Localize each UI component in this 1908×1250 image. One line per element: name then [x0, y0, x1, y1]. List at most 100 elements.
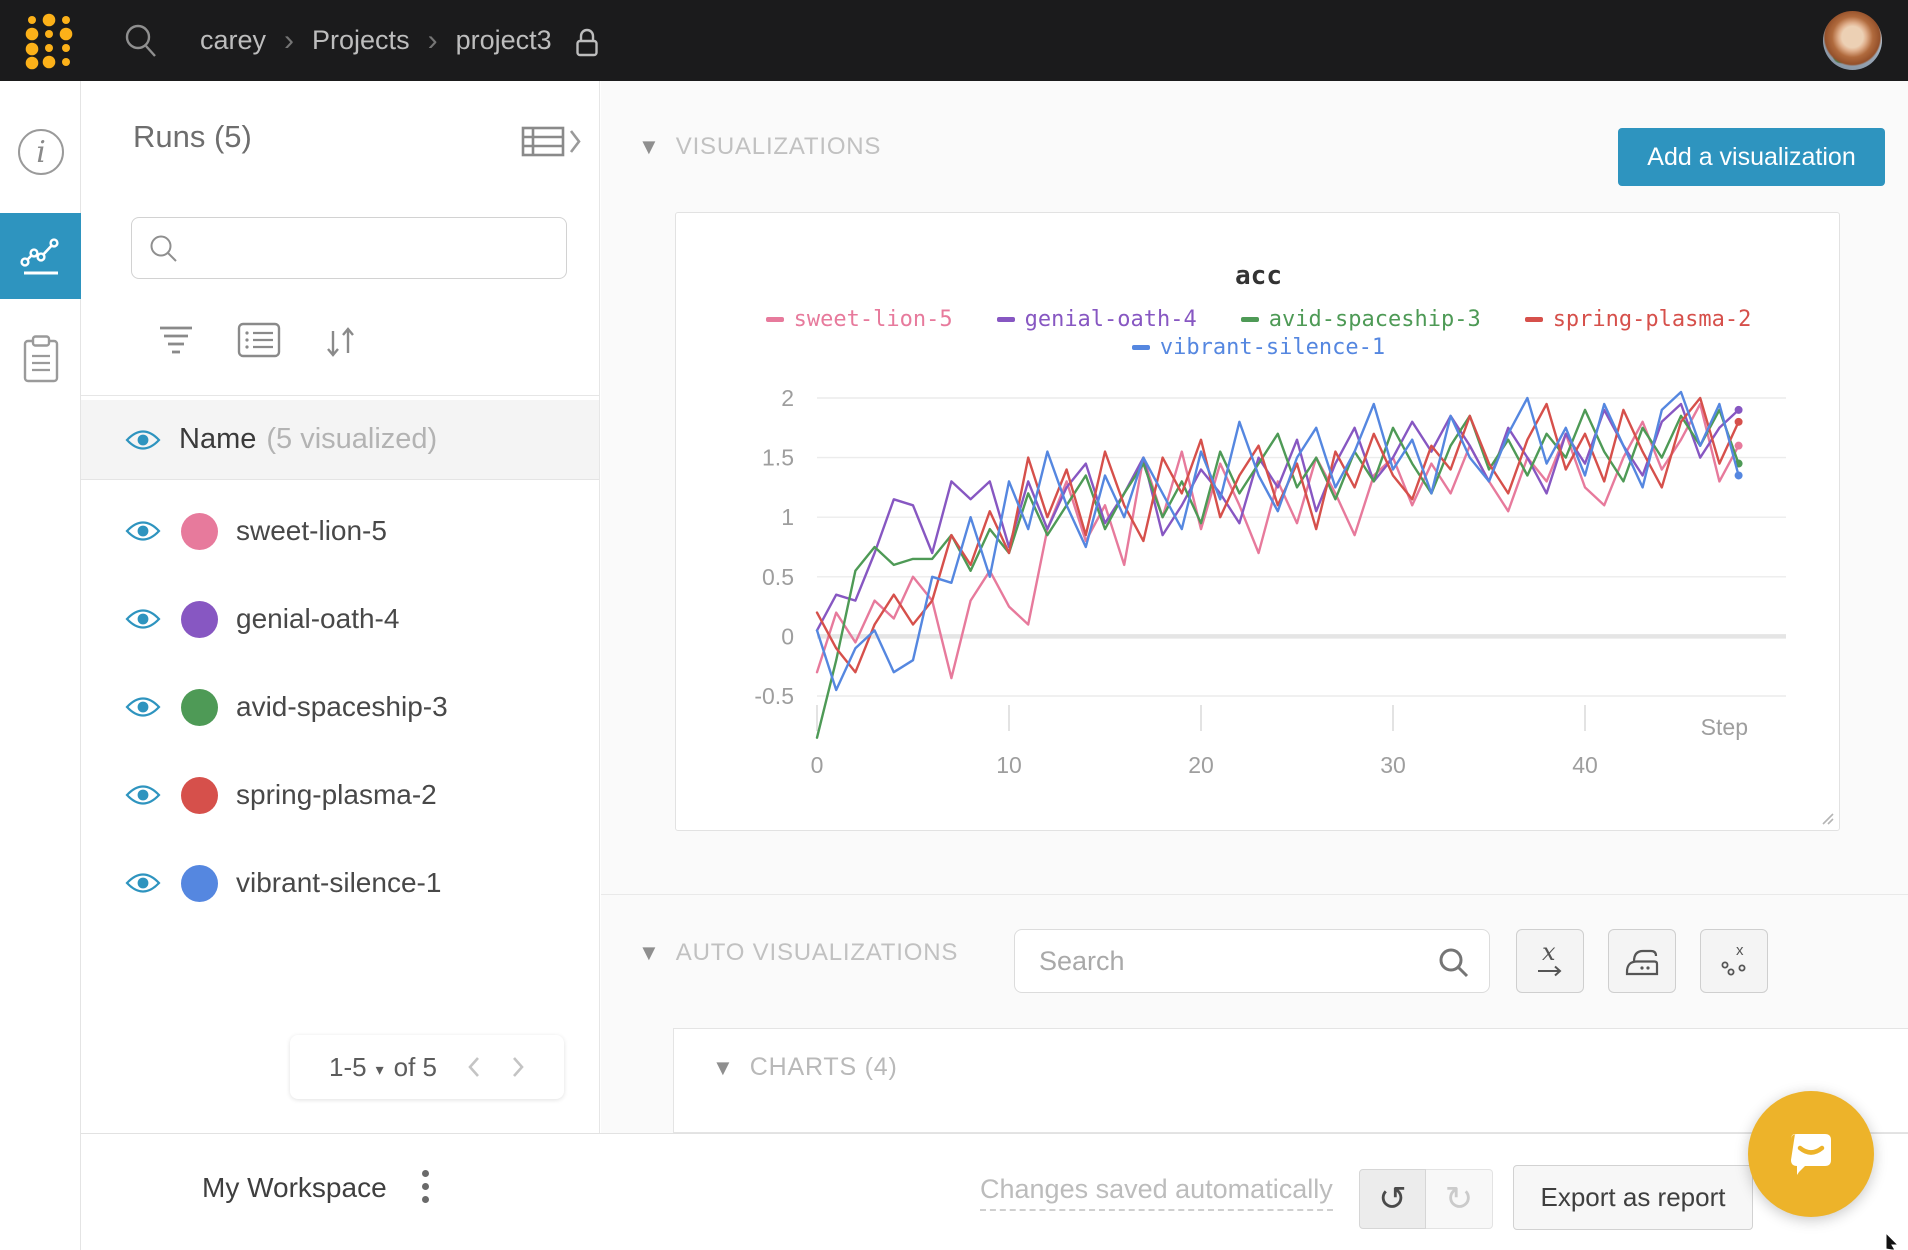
run-row[interactable]: avid-spaceship-3	[81, 663, 599, 751]
legend-swatch	[1131, 345, 1150, 350]
run-name-label[interactable]: avid-spaceship-3	[236, 691, 448, 722]
runs-search-box	[131, 217, 567, 279]
eye-visible-icon[interactable]	[125, 519, 161, 543]
page-range-label[interactable]: 1-5	[329, 1051, 367, 1082]
private-lock-icon	[575, 28, 598, 56]
run-name-label[interactable]: spring-plasma-2	[236, 779, 437, 810]
eye-visible-icon[interactable]	[125, 783, 161, 807]
redo-button[interactable]: ↻	[1426, 1169, 1493, 1229]
chat-bubble-icon	[1791, 1134, 1831, 1175]
run-name-label[interactable]: vibrant-silence-1	[236, 867, 442, 898]
panel-resize-handle-icon[interactable]	[1819, 810, 1835, 826]
svg-text:10: 10	[996, 752, 1022, 778]
nav-notes-button[interactable]	[0, 317, 81, 403]
info-icon: i	[17, 129, 64, 175]
clipboard-icon	[23, 335, 58, 383]
runs-sidebar: Runs (5)	[81, 81, 600, 1133]
run-color-dot	[181, 512, 218, 550]
x-axis-settings-button[interactable]: x	[1516, 929, 1584, 993]
svg-text:1: 1	[781, 504, 794, 530]
run-color-dot	[181, 776, 218, 814]
run-row[interactable]: sweet-lion-5	[81, 487, 599, 575]
add-visualization-button[interactable]: Add a visualization	[1618, 128, 1885, 186]
user-avatar[interactable]	[1823, 11, 1882, 70]
expand-table-icon[interactable]	[515, 121, 585, 161]
page-total-label: of 5	[393, 1051, 437, 1082]
svg-text:x: x	[1736, 942, 1744, 959]
global-search-icon[interactable]	[122, 22, 160, 60]
workspace-title[interactable]: My Workspace	[202, 1172, 387, 1203]
nav-overview-button[interactable]: i	[0, 109, 81, 195]
undo-button[interactable]: ↺	[1359, 1169, 1426, 1229]
breadcrumb-user[interactable]: carey	[200, 25, 267, 55]
workspace-menu-kebab-icon[interactable]	[415, 1170, 435, 1203]
legend-item[interactable]: spring-plasma-2	[1524, 307, 1751, 332]
acc-line-chart: 2 1.5 1 0.5 0 -0.5 0 10 20 30 40 Step	[754, 385, 1786, 778]
chart-legend-row: vibrant-silence-1	[676, 335, 1841, 360]
run-row[interactable]: spring-plasma-2	[81, 751, 599, 839]
legend-item[interactable]: genial-oath-4	[996, 307, 1197, 332]
svg-text:0.5: 0.5	[762, 564, 794, 590]
breadcrumb-project-name[interactable]: project3	[455, 25, 552, 55]
auto-visualizations-section-toggle[interactable]: ▼ AUTO VISUALIZATIONS	[638, 939, 958, 967]
eye-visible-icon[interactable]	[125, 871, 161, 895]
eye-visible-icon[interactable]	[125, 607, 161, 631]
run-row[interactable]: vibrant-silence-1	[81, 839, 599, 927]
sort-icon[interactable]	[324, 321, 358, 363]
outliers-button[interactable]: x	[1700, 929, 1768, 993]
breadcrumb: carey › Projects › project3	[200, 0, 600, 81]
legend-item[interactable]: sweet-lion-5	[765, 307, 953, 332]
nav-workspace-button-active[interactable]	[0, 213, 81, 299]
run-row[interactable]: genial-oath-4	[81, 575, 599, 663]
visualizations-section-toggle[interactable]: ▼ VISUALIZATIONS	[638, 133, 881, 161]
eye-visible-icon[interactable]	[125, 695, 161, 719]
smoothing-button[interactable]	[1608, 929, 1676, 993]
svg-text:Step: Step	[1701, 714, 1748, 740]
breadcrumb-separator: ›	[284, 23, 295, 57]
eye-visible-icon[interactable]	[125, 428, 161, 452]
runs-toolbar	[81, 309, 600, 379]
legend-item[interactable]: avid-spaceship-3	[1240, 307, 1481, 332]
acc-chart-panel[interactable]: acc sweet-lion-5 genial-oath-4 avid-spac…	[675, 212, 1840, 831]
filter-icon[interactable]	[153, 321, 199, 361]
divider	[601, 894, 1908, 895]
page-size-caret-icon[interactable]: ▾	[375, 1062, 384, 1079]
runs-pagination: 1-5 ▾ of 5	[290, 1035, 564, 1099]
auto-visualizations-header: AUTO VISUALIZATIONS	[675, 939, 959, 966]
legend-item[interactable]: vibrant-silence-1	[1131, 335, 1385, 360]
x-axis-icon: x	[1538, 940, 1562, 977]
wandb-logo-icon[interactable]	[24, 12, 74, 70]
charts-header: CHARTS (4)	[749, 1053, 898, 1081]
collapse-caret-icon: ▼	[712, 1054, 734, 1080]
svg-text:30: 30	[1380, 752, 1406, 778]
run-name-label[interactable]: sweet-lion-5	[236, 515, 387, 546]
autoviz-search-box	[1014, 929, 1490, 993]
run-name-label[interactable]: genial-oath-4	[236, 603, 400, 634]
breadcrumb-projects[interactable]: Projects	[312, 25, 410, 55]
prev-page-icon[interactable]	[467, 1056, 481, 1078]
run-color-dot	[181, 688, 218, 726]
svg-text:20: 20	[1188, 752, 1214, 778]
chart-legend-row: sweet-lion-5 genial-oath-4 avid-spaceshi…	[676, 307, 1841, 332]
autosave-status-label: Changes saved automatically	[980, 1174, 1333, 1211]
mouse-cursor	[1885, 1231, 1900, 1250]
line-chart-icon	[19, 238, 59, 275]
run-color-dot	[181, 864, 218, 902]
svg-text:i: i	[36, 135, 46, 170]
runs-name-header-row[interactable]: Name (5 visualized)	[81, 400, 599, 480]
legend-swatch	[765, 317, 784, 322]
visualizations-header: VISUALIZATIONS	[675, 133, 882, 160]
chat-support-button[interactable]	[1748, 1091, 1874, 1217]
search-icon	[1439, 948, 1469, 978]
legend-swatch	[1240, 317, 1259, 322]
export-report-button[interactable]: Export as report	[1513, 1165, 1753, 1230]
columns-list-icon[interactable]	[236, 321, 282, 359]
next-page-icon[interactable]	[511, 1056, 525, 1078]
runs-count-title: Runs (5)	[133, 119, 252, 154]
charts-section-toggle[interactable]: ▼ CHARTS (4)	[712, 1053, 898, 1082]
autoviz-search-input[interactable]	[1039, 935, 1419, 987]
name-header-label: Name	[179, 423, 257, 455]
collapse-caret-icon: ▼	[638, 134, 660, 159]
runs-search-input[interactable]	[190, 222, 550, 274]
